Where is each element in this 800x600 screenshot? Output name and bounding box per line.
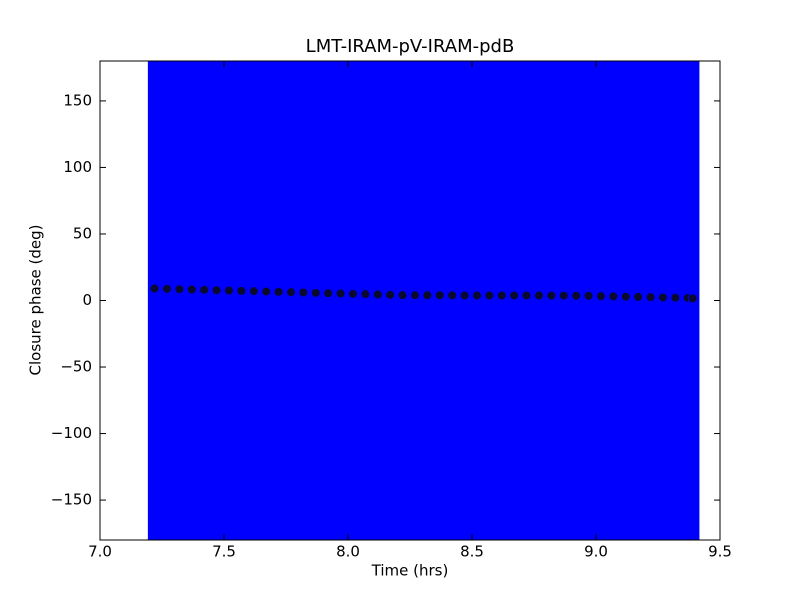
data-point [347,288,358,299]
y-tick-label: −150 [51,491,92,509]
data-point [620,291,631,302]
y-tick-label: 100 [63,158,92,176]
data-point [323,288,334,299]
data-point [546,290,557,301]
data-point [496,290,507,301]
y-tick-label: −50 [60,358,92,376]
y-axis-label: Closure phase (deg) [27,225,45,376]
data-point [687,293,698,304]
plot-area [147,61,700,540]
data-point [372,289,383,300]
data-point [261,286,272,297]
x-tick-label: 8.0 [336,543,360,561]
data-point [447,290,458,301]
data-point [459,290,470,301]
y-tick-label: 150 [63,91,92,109]
y-tick-label: 0 [82,291,92,309]
data-point [533,290,544,301]
x-tick-label: 8.5 [460,543,484,561]
data-point [521,290,532,301]
data-point [273,286,284,297]
data-point [571,290,582,301]
data-point [434,290,445,301]
data-point [199,284,210,295]
data-point [397,290,408,301]
x-tick-label: 7.0 [88,543,112,561]
data-point [248,286,259,297]
data-point [595,291,606,302]
data-point [223,285,234,296]
data-point [211,285,222,296]
y-tick-label: −100 [51,424,92,442]
data-point [310,287,321,298]
data-point [186,284,197,295]
data-point [161,283,172,294]
data-point [670,292,681,303]
data-point [509,290,520,301]
data-point [608,291,619,302]
axes: 7.0 7.5 8.0 8.5 9.0 9.5 −150 −100 −50 0 50 100 150 [51,61,732,561]
data-point [558,290,569,301]
data-point [298,287,309,298]
data-point [149,283,160,294]
x-tick-label: 7.5 [212,543,236,561]
data-point [422,290,433,301]
data-point [583,290,594,301]
data-point [236,285,247,296]
x-axis-label: Time (hrs) [371,562,449,580]
data-point [409,290,420,301]
data-point [174,284,185,295]
data-point [471,290,482,301]
data-point [484,290,495,301]
data-point [285,287,296,298]
chart-title: LMT-IRAM-pV-IRAM-pdB [306,36,515,57]
data-point [657,292,668,303]
data-point [645,292,656,303]
data-point [633,291,644,302]
x-tick-label: 9.0 [584,543,608,561]
data-point [385,289,396,300]
data-point [360,289,371,300]
data-point [335,288,346,299]
x-tick-label: 9.5 [708,543,732,561]
plot-frame [99,60,721,541]
y-tick-label: 50 [73,224,92,242]
